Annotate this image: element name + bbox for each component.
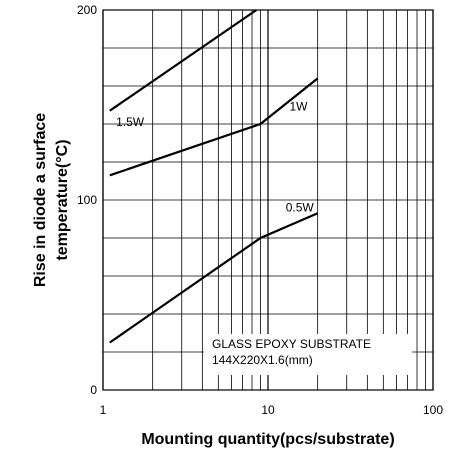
series-label-0.5W: 0.5W [286,200,315,214]
y-tick-label: 0 [90,383,97,397]
y-axis-title-line-1: Rise in diode a surface [32,113,49,287]
x-tick-label: 1 [100,403,107,417]
y-tick-label: 200 [77,3,97,17]
series-lines [109,9,319,344]
tick-labels: 1 10 100 0 100 200 [77,3,443,417]
y-axis-title-line-2: temperature(°C) [54,139,71,260]
annotation-line-1: GLASS EPOXY SUBSTRATE [212,337,371,351]
series-label-1W: 1W [290,100,309,114]
x-tick-label: 10 [261,403,275,417]
grid-lines [102,10,434,390]
y-tick-label: 100 [77,193,97,207]
series-label-1.5W: 1.5W [116,115,145,129]
series-line-0.5W [109,212,319,344]
series-line-1.5W [109,9,257,112]
x-axis-title: Mounting quantity(pcs/substrate) [141,431,394,448]
annotation-box [204,334,412,375]
series-labels: 1.5W 1W 0.5W [116,100,314,215]
plot-frame [102,9,434,391]
series-line-1W [109,77,319,177]
x-tick-label: 100 [423,403,443,417]
annotation-line-2: 144X220X1.6(mm) [212,353,313,367]
